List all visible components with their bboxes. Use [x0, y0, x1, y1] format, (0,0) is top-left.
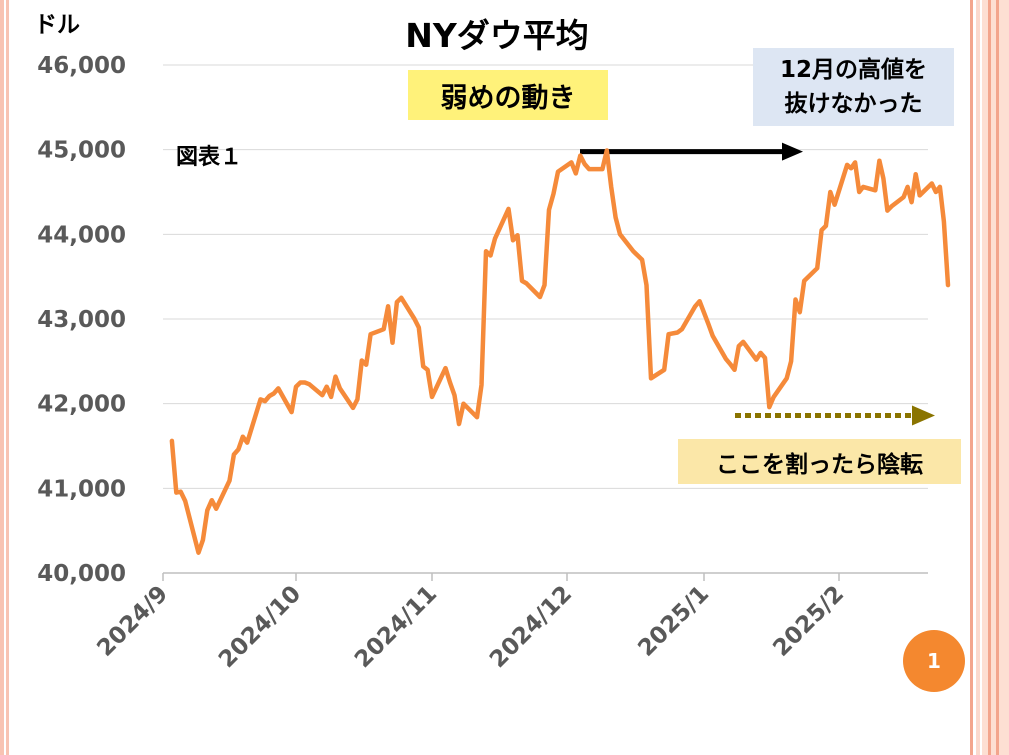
- series-line: [169, 148, 951, 555]
- y-tick-label: 45,000: [37, 138, 126, 164]
- y-tick-label: 41,000: [37, 476, 126, 502]
- annotation-arrows: [580, 142, 935, 426]
- y-tick-label: 42,000: [37, 392, 126, 418]
- high-arrow-head: [782, 142, 803, 161]
- annotation-weak-movement: 弱めの動き: [408, 70, 608, 120]
- annotation-support-text: ここを割ったら陰転: [716, 451, 923, 478]
- y-axis-ticks: 40,000 41,000 42,000 43,000 44,000 45,000 46,0…: [37, 53, 126, 587]
- y-tick-label: 44,000: [37, 222, 126, 248]
- y-tick-label: 43,000: [37, 307, 126, 333]
- page-number: 1: [927, 649, 941, 673]
- left-border-stripe: [0, 0, 4, 755]
- y-tick-label: 46,000: [37, 53, 126, 79]
- right-border-stripe: [970, 0, 973, 755]
- figure-label: 図表１: [176, 145, 243, 170]
- x-tick-label: 2024/12: [485, 581, 577, 673]
- annotation-high-line2: 抜けなかった: [784, 91, 923, 117]
- annotation-high-not-broken: 12月の高値を 抜けなかった: [753, 48, 954, 126]
- grid-lines: [163, 64, 928, 574]
- right-border-stripe: [996, 0, 999, 755]
- chart-title: NYダウ平均: [405, 16, 589, 55]
- x-tick-label: 2024/10: [214, 581, 306, 673]
- x-tick-label: 2024/11: [350, 581, 442, 673]
- left-border-stripe: [6, 0, 9, 755]
- y-axis-unit-label: ドル: [34, 12, 80, 38]
- x-tick-label: 2024/9: [92, 581, 173, 662]
- annotation-high-line1: 12月の高値を: [779, 57, 927, 83]
- right-border-stripe: [988, 0, 991, 755]
- right-border-stripe: [976, 0, 980, 755]
- annotation-weak-text: 弱めの動き: [440, 82, 576, 114]
- x-axis: 2024/9 2024/10 2024/11 2024/12 2025/1 2025/2: [92, 573, 849, 673]
- page-number-badge: 1: [903, 630, 965, 692]
- y-tick-label: 40,000: [37, 561, 126, 587]
- support-arrow-head: [912, 405, 935, 426]
- annotation-support-break: ここを割ったら陰転: [678, 439, 961, 484]
- x-tick-label: 2025/1: [633, 581, 714, 662]
- right-border-panel: [982, 0, 1009, 755]
- x-tick-label: 2025/2: [768, 581, 849, 662]
